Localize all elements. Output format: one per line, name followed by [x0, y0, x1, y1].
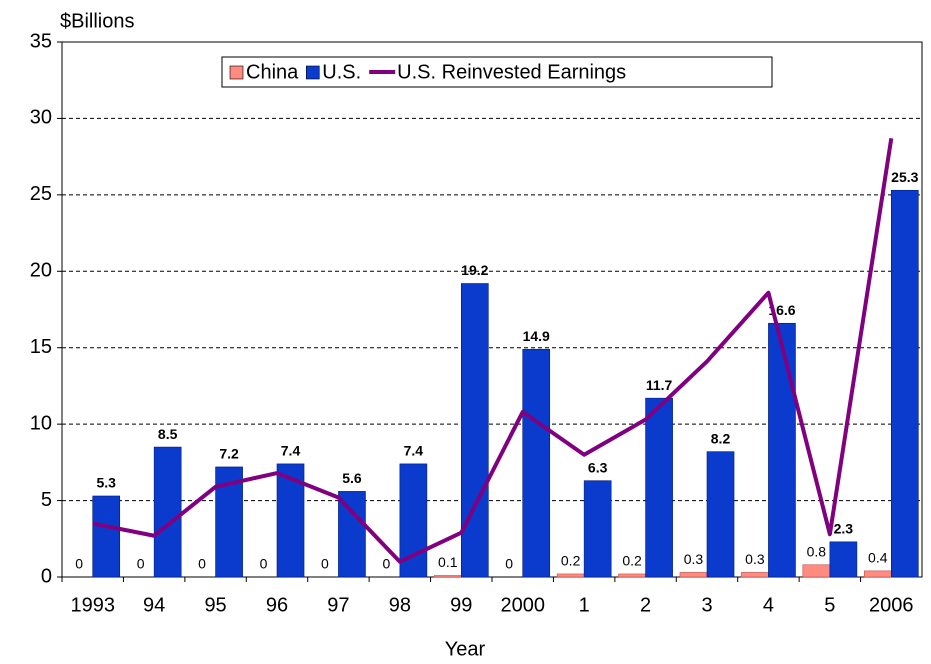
x-tick-label: 99: [450, 594, 472, 616]
data-label: 14.9: [523, 328, 550, 344]
data-label: 2.3: [834, 521, 854, 537]
legend-label: China: [246, 61, 299, 83]
bar: [706, 451, 735, 578]
bar: [522, 348, 551, 578]
x-tick-label: 97: [327, 594, 349, 616]
bar: [433, 575, 462, 578]
data-label: 5.3: [96, 475, 116, 491]
data-label: 0: [321, 556, 329, 572]
data-label: 0.1: [438, 554, 458, 570]
x-tick-label: 96: [266, 594, 288, 616]
data-label: 0: [137, 556, 145, 572]
y-tick-label: 15: [30, 336, 52, 358]
y-tick-label: 25: [30, 183, 52, 205]
x-tick-label: 2006: [869, 594, 914, 616]
x-tick-label: 2: [640, 594, 651, 616]
y-tick-label: 10: [30, 412, 52, 434]
data-label: 5.6: [342, 470, 362, 486]
bar: [802, 564, 831, 578]
bar: [556, 573, 585, 578]
legend-label: U.S. Reinvested Earnings: [397, 61, 626, 83]
bar: [583, 480, 612, 578]
y-axis-title: $Billions: [60, 10, 134, 32]
x-tick-label: 1: [579, 594, 590, 616]
legend-label: U.S.: [322, 61, 361, 83]
bar: [460, 283, 489, 578]
bar: [768, 322, 796, 578]
bar: [618, 573, 646, 578]
data-label: 6.3: [588, 459, 608, 475]
data-label: 0.4: [868, 550, 888, 566]
x-tick-label: 2000: [500, 594, 545, 616]
x-tick-label: 95: [204, 594, 226, 616]
x-tick-label: 94: [143, 594, 165, 616]
y-tick-label: 30: [30, 107, 52, 129]
data-label: 0: [382, 556, 390, 572]
bar: [645, 397, 673, 578]
y-tick-label: 0: [41, 565, 52, 587]
data-label: 0.3: [684, 551, 704, 567]
data-label: 7.2: [219, 446, 239, 462]
legend-swatch: [229, 65, 244, 80]
x-tick-label: 1993: [70, 594, 115, 616]
data-label: 0.8: [807, 543, 827, 559]
data-label: 0.2: [561, 553, 581, 569]
data-label: 0: [198, 556, 206, 572]
y-tick-label: 35: [30, 30, 52, 52]
line: [92, 137, 894, 564]
data-label: 11.7: [646, 377, 673, 393]
x-tick-label: 4: [763, 594, 774, 616]
data-label: 0: [260, 556, 268, 572]
bar: [890, 189, 919, 578]
y-tick-label: 20: [30, 260, 52, 282]
data-label: 0.2: [622, 553, 642, 569]
bar: [153, 446, 182, 578]
data-label: 8.5: [158, 426, 178, 442]
x-tick-label: 5: [824, 594, 835, 616]
bar: [829, 541, 858, 578]
x-axis-title: Year: [445, 638, 486, 660]
bar: [863, 570, 892, 578]
bar: [679, 572, 708, 578]
data-label: 0.3: [745, 551, 765, 567]
y-tick-label: 5: [41, 489, 52, 511]
data-label: 0: [505, 556, 513, 572]
bar: [92, 495, 121, 578]
data-label: 7.4: [404, 443, 424, 459]
x-tick-label: 3: [701, 594, 712, 616]
legend-swatch: [305, 65, 320, 80]
data-label: 19.2: [461, 262, 488, 278]
data-label: 0: [75, 556, 83, 572]
bar: [741, 572, 769, 578]
data-label: 8.2: [711, 430, 731, 446]
bar: [338, 491, 366, 578]
data-label: 25.3: [891, 169, 918, 185]
data-label: 7.4: [281, 443, 301, 459]
x-tick-label: 98: [389, 594, 411, 616]
